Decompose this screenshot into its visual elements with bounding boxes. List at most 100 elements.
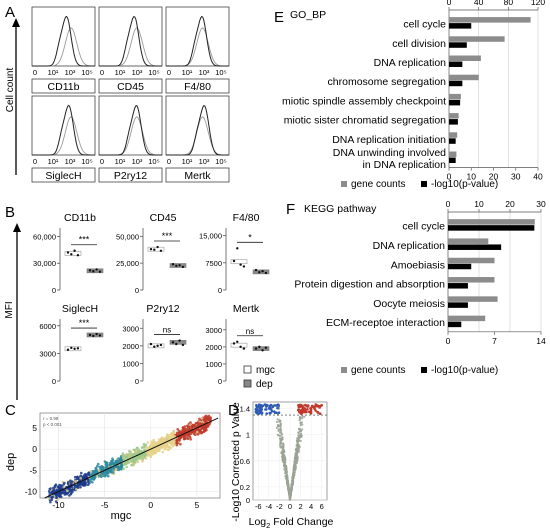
panel-e-dot: . xyxy=(428,149,431,163)
dep-point xyxy=(178,339,181,342)
y-tick-label: 0 xyxy=(32,444,37,454)
legend-swatch-log10-pvalue xyxy=(421,181,427,187)
histogram-frame xyxy=(98,6,163,67)
scatter-point xyxy=(198,430,202,433)
volcano-point-ns xyxy=(298,419,301,422)
scatter-point xyxy=(165,435,168,439)
volcano-point-down xyxy=(277,411,281,415)
dep-point xyxy=(88,333,92,337)
dotplot-tick-label: 0 xyxy=(135,286,139,295)
category-label: miotic sister chromatid segregation xyxy=(284,115,446,127)
panel-c-xlabel: mgc xyxy=(111,510,132,522)
volcano-point-ns xyxy=(296,456,299,459)
scatter-point xyxy=(167,448,170,452)
volcano-point-down xyxy=(267,407,271,410)
volcano-point-ns xyxy=(296,450,299,453)
panel-letter-c: C xyxy=(5,402,16,419)
scatter-point xyxy=(151,448,154,452)
histogram-tick-label: 10⁵ xyxy=(148,157,159,166)
scatter-point xyxy=(144,443,148,447)
scatter-point xyxy=(188,435,192,439)
bar-gene-counts xyxy=(449,132,458,138)
bar-gene-counts xyxy=(449,113,459,119)
scatter-point xyxy=(50,498,54,502)
dep-point xyxy=(258,345,261,349)
scatter-point xyxy=(48,487,52,491)
dep-mean-bar xyxy=(169,340,187,345)
scatter-point xyxy=(79,476,82,480)
scatter-point xyxy=(58,493,61,496)
scatter-point xyxy=(167,435,171,439)
mgc-point xyxy=(149,247,153,251)
scatter-point xyxy=(92,469,95,473)
panel-c-ylabel: dep xyxy=(5,453,17,471)
histogram-tick-label: 0 xyxy=(33,68,37,77)
bottom-axis-tick-label: 20 xyxy=(489,172,499,182)
scatter-point xyxy=(87,473,91,477)
scatter-point xyxy=(141,446,144,449)
volcano-point-down xyxy=(258,411,261,415)
histogram-tick-label: 0 xyxy=(100,68,104,77)
histogram-curve-dep xyxy=(99,27,162,67)
scatter-point xyxy=(122,463,126,467)
scatter-point xyxy=(136,460,140,464)
scatter-point xyxy=(181,429,184,433)
legend-label-gene-counts: gene counts xyxy=(351,365,406,376)
histogram-curve-mgc xyxy=(99,104,162,156)
category-label: DNA unwinding involved in DNA replication xyxy=(333,147,446,171)
scatter-point xyxy=(54,494,58,497)
scatter-point xyxy=(104,466,108,469)
dep-point xyxy=(92,334,95,338)
regression-line xyxy=(44,417,219,499)
dotplot-tick-label: 15,000 xyxy=(199,232,222,241)
volcano-point-ns xyxy=(278,437,282,440)
scatter-point xyxy=(135,449,138,453)
legend-dep-label: dep xyxy=(256,379,273,390)
volcano-point-ns xyxy=(280,451,283,454)
category-label: cell cycle xyxy=(402,221,445,233)
top-axis-tick-label: 120 xyxy=(531,0,545,7)
histogram-frame xyxy=(165,6,230,67)
legend-swatch-log10-pvalue xyxy=(421,367,427,373)
scatter-point xyxy=(136,446,139,450)
scatter-point xyxy=(169,433,173,436)
scatter-point xyxy=(49,500,52,504)
dotplot-tick-label: 60,000 xyxy=(33,232,56,241)
scatter-point xyxy=(66,489,69,493)
panel-c-correlation-scatter: mgc dep -10 -5 0 5 -10 -5 0 5 r = 0.98p < 0.001 xyxy=(5,412,221,522)
bar-gene-counts xyxy=(448,296,498,302)
scatter-point xyxy=(95,475,99,478)
volcano-point-down xyxy=(273,411,277,415)
scatter-point xyxy=(189,438,192,441)
scatter-point xyxy=(110,467,113,471)
volcano-point-ns xyxy=(284,465,287,468)
x-tick-label: 5 xyxy=(195,500,200,510)
dotplot-tick-label: 0 xyxy=(52,377,56,386)
volcano-point-ns xyxy=(285,473,288,476)
bottom-axis-tick-label: 30 xyxy=(511,172,521,182)
dotplot-title: CD45 xyxy=(150,212,177,224)
dotplot-tick-label: 25,000 xyxy=(116,259,139,268)
mgc-point xyxy=(236,340,239,343)
histogram-tick-label: 10⁵ xyxy=(148,68,159,77)
bar-log10-pvalue xyxy=(448,263,472,270)
bar-gene-counts xyxy=(448,257,495,264)
histogram-tick-label: 10⁵ xyxy=(81,157,92,166)
scatter-point xyxy=(149,455,152,458)
scatter-point xyxy=(209,416,212,420)
histogram-curve-mgc xyxy=(166,15,229,67)
dep-point xyxy=(88,269,92,272)
bottom-axis-tick-label: 14 xyxy=(536,336,546,346)
bar-gene-counts xyxy=(449,17,531,23)
scatter-point xyxy=(170,441,174,444)
volcano-point-down xyxy=(265,412,269,415)
volcano-point-ns xyxy=(295,452,298,455)
chart-title: GO_BP xyxy=(290,9,326,21)
bottom-axis-tick-label: 7 xyxy=(492,336,497,346)
legend-dep-swatch xyxy=(243,379,252,388)
volcano-point-down xyxy=(254,410,258,414)
scatter-point xyxy=(96,464,99,468)
volcano-point-ns xyxy=(295,455,298,458)
scatter-point xyxy=(144,457,148,460)
